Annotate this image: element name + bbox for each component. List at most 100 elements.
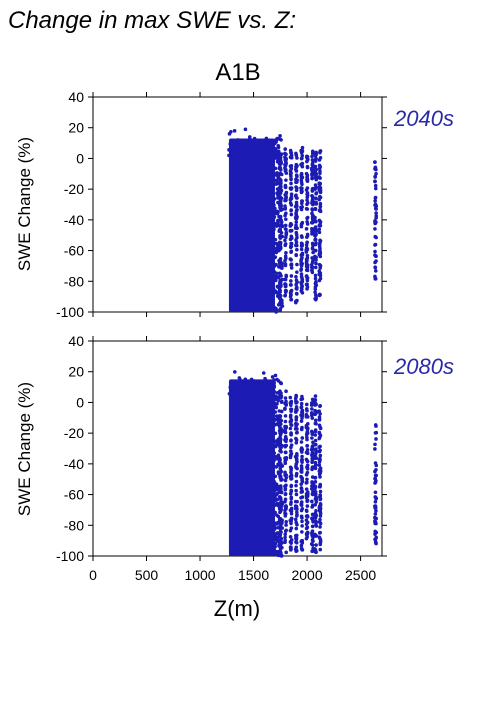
data-point [300,530,304,534]
data-point [318,525,322,529]
data-point [278,194,282,199]
y-tick-label: 40 [68,333,84,349]
data-point [313,276,318,281]
data-point [314,167,319,172]
data-point [259,393,263,398]
data-point [313,456,318,461]
data-point [305,492,310,497]
data-point [299,150,304,155]
data-point [300,164,305,169]
data-point [294,401,298,405]
data-point [313,225,318,229]
data-point [310,176,314,181]
data-point [267,394,272,399]
data-point [283,443,287,448]
data-point [374,530,379,535]
data-point [231,144,235,148]
data-point [278,158,283,163]
data-point [283,277,288,282]
data-point [279,282,283,287]
data-point [269,434,274,438]
data-point [274,310,278,314]
data-point [300,235,304,240]
data-point [317,531,322,535]
data-point [299,440,304,444]
data-point [313,248,317,253]
data-point [289,177,293,182]
data-point [227,153,231,158]
data-point [305,430,309,435]
data-point [270,281,275,285]
data-point [277,471,282,476]
data-point [305,531,310,536]
data-point [272,419,276,423]
data-point [261,371,266,375]
data-point [300,450,304,454]
y-tick-label: 0 [76,150,84,166]
data-point [294,474,299,478]
data-point [277,534,282,539]
data-point [270,255,275,260]
data-point [313,547,317,551]
data-point [273,166,278,171]
data-point [300,548,305,552]
data-point [284,217,288,222]
data-point [304,508,309,513]
data-point [314,233,318,237]
data-point [373,206,378,211]
data-point [294,243,298,247]
data-point [289,222,294,227]
data-point [277,488,282,493]
data-point [313,412,317,417]
x-axis-label: Z(m) [214,596,260,621]
data-point [269,550,274,555]
data-point [269,474,274,479]
data-point [310,241,315,246]
data-point [284,171,289,175]
data-point [278,501,282,506]
data-point [314,534,319,538]
data-point [278,155,283,159]
data-point [288,395,293,400]
data-point [318,517,322,522]
data-point [279,400,284,405]
data-point [373,183,378,188]
data-point [239,148,244,153]
data-point [299,419,304,423]
data-point [274,222,278,227]
data-point [314,255,318,260]
data-point [283,242,288,246]
data-point [299,289,304,293]
data-point [309,411,314,415]
data-point [249,377,254,382]
data-point [289,155,294,160]
data-point [265,154,270,158]
data-point [314,202,319,206]
data-point [305,165,310,170]
data-point [289,234,294,239]
data-point [273,510,277,515]
data-point [300,182,304,187]
data-point [318,412,322,416]
data-point [289,477,293,481]
data-point [294,211,298,215]
data-point [294,220,299,224]
data-point [305,253,310,258]
data-point [305,470,310,475]
data-point [313,512,317,517]
data-point [299,501,304,505]
data-point [247,137,252,141]
data-point [300,255,304,260]
data-point [313,207,318,211]
data-point [283,258,287,263]
data-point [295,164,299,168]
data-point [300,145,305,150]
data-point [295,196,299,200]
data-point [271,271,276,275]
data-point [275,456,279,461]
data-point [310,172,314,177]
data-point [313,394,318,398]
data-point [278,475,283,479]
data-point [236,138,240,142]
data-point [374,254,378,259]
